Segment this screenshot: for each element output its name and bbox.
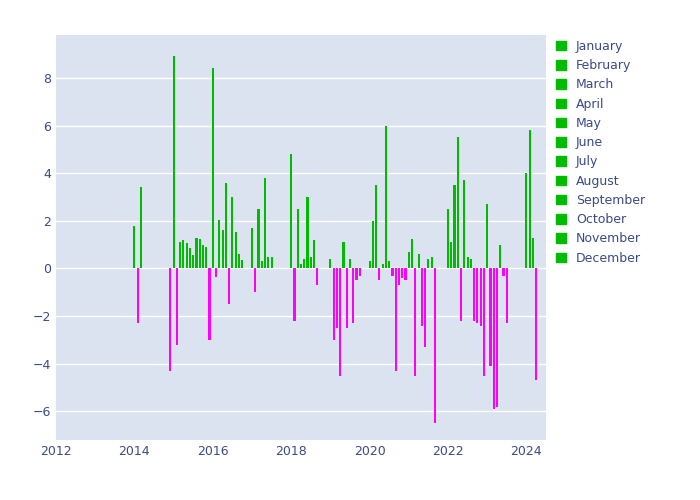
- Bar: [267, 256, 270, 268]
- Bar: [342, 242, 344, 268]
- Bar: [532, 238, 534, 268]
- Bar: [332, 268, 335, 340]
- Bar: [421, 268, 423, 326]
- Bar: [339, 268, 342, 376]
- Bar: [486, 204, 489, 268]
- Bar: [368, 262, 371, 268]
- Bar: [303, 259, 305, 268]
- Bar: [169, 268, 172, 371]
- Bar: [205, 247, 207, 268]
- Bar: [209, 268, 211, 340]
- Bar: [427, 259, 430, 268]
- Bar: [254, 268, 256, 292]
- Bar: [480, 268, 482, 326]
- Bar: [221, 230, 224, 268]
- Bar: [234, 232, 237, 268]
- Bar: [238, 254, 240, 268]
- Bar: [316, 268, 319, 285]
- Bar: [525, 173, 528, 268]
- Bar: [535, 268, 538, 380]
- Bar: [372, 221, 374, 268]
- Bar: [215, 268, 217, 277]
- Bar: [463, 180, 466, 268]
- Bar: [218, 220, 220, 268]
- Bar: [293, 268, 295, 321]
- Bar: [195, 238, 197, 268]
- Bar: [231, 197, 234, 268]
- Bar: [270, 256, 273, 268]
- Bar: [176, 268, 178, 344]
- Bar: [241, 260, 244, 268]
- Bar: [395, 268, 397, 371]
- Bar: [375, 185, 377, 268]
- Bar: [225, 182, 227, 268]
- Bar: [349, 259, 351, 268]
- Bar: [186, 244, 188, 268]
- Bar: [414, 268, 416, 376]
- Bar: [385, 126, 387, 268]
- Bar: [136, 268, 139, 324]
- Bar: [499, 244, 501, 268]
- Bar: [407, 252, 410, 268]
- Bar: [358, 268, 361, 276]
- Bar: [300, 264, 302, 268]
- Bar: [251, 228, 253, 268]
- Bar: [309, 256, 312, 268]
- Bar: [489, 268, 491, 366]
- Bar: [382, 264, 384, 268]
- Bar: [470, 259, 472, 268]
- Bar: [405, 268, 407, 280]
- Bar: [313, 240, 315, 268]
- Bar: [307, 197, 309, 268]
- Bar: [450, 242, 452, 268]
- Bar: [189, 248, 191, 268]
- Bar: [172, 56, 175, 268]
- Bar: [401, 268, 403, 278]
- Bar: [258, 209, 260, 268]
- Bar: [199, 238, 201, 268]
- Bar: [211, 68, 214, 268]
- Bar: [133, 226, 136, 268]
- Bar: [424, 268, 426, 347]
- Bar: [336, 268, 338, 328]
- Bar: [505, 268, 508, 324]
- Bar: [460, 268, 462, 321]
- Bar: [493, 268, 495, 409]
- Bar: [356, 268, 358, 280]
- Bar: [398, 268, 400, 285]
- Bar: [182, 240, 185, 268]
- Bar: [140, 188, 142, 268]
- Bar: [391, 268, 393, 276]
- Bar: [430, 256, 433, 268]
- Bar: [228, 268, 230, 304]
- Bar: [297, 209, 299, 268]
- Bar: [434, 268, 436, 424]
- Bar: [346, 268, 348, 328]
- Bar: [329, 259, 332, 268]
- Legend: January, February, March, April, May, June, July, August, September, October, No: January, February, March, April, May, Ju…: [551, 35, 650, 270]
- Bar: [411, 238, 413, 268]
- Bar: [202, 244, 204, 268]
- Bar: [473, 268, 475, 321]
- Bar: [454, 185, 456, 268]
- Bar: [378, 268, 381, 280]
- Bar: [264, 178, 266, 268]
- Bar: [417, 254, 420, 268]
- Bar: [388, 262, 391, 268]
- Bar: [352, 268, 354, 324]
- Bar: [290, 154, 293, 268]
- Bar: [528, 130, 531, 268]
- Bar: [456, 138, 459, 268]
- Bar: [503, 268, 505, 276]
- Bar: [483, 268, 485, 376]
- Bar: [466, 256, 469, 268]
- Bar: [476, 268, 479, 324]
- Bar: [496, 268, 498, 406]
- Bar: [192, 256, 195, 268]
- Bar: [179, 242, 181, 268]
- Bar: [260, 262, 263, 268]
- Bar: [447, 209, 449, 268]
